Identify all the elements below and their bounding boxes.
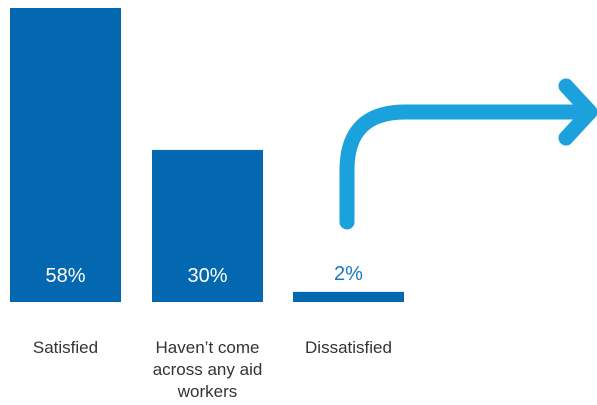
curved-arrow-icon xyxy=(339,104,593,230)
bar-2 xyxy=(152,149,263,302)
value-label-3: 2% xyxy=(334,263,363,285)
value-labels-group: 58% 30% 2% xyxy=(45,263,363,287)
category-label-2: Haven’t come across any aid workers xyxy=(152,338,263,401)
arrow-head-icon xyxy=(558,78,597,146)
bar-1 xyxy=(10,8,121,302)
bar-3 xyxy=(293,291,404,302)
value-label-2: 30% xyxy=(187,265,227,287)
category-label-1: Satisfied xyxy=(32,338,99,357)
value-label-1: 58% xyxy=(45,265,85,287)
bars-group xyxy=(10,8,404,302)
category-label-3: Dissatisfied xyxy=(305,338,392,357)
